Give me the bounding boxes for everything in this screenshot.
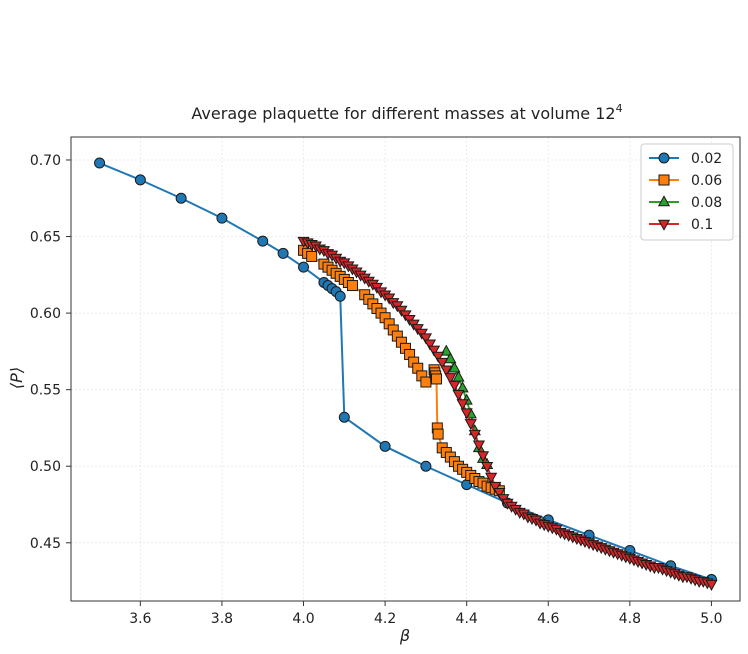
x-tick-label: 4.6 [537,611,559,627]
legend-label: 0.06 [691,173,722,189]
x-tick-label: 4.8 [619,611,641,627]
data-point-triangle-up [657,195,671,207]
grid-lines [71,137,740,601]
data-point-triangle-down [485,472,498,484]
legend-item: 0.02 [649,151,722,167]
chart-title-superscript: 4 [616,102,623,115]
y-axis-label: ⟨P⟩ [7,367,26,389]
legend-item: 0.06 [649,173,722,189]
legend: 0.02 0.06 0.08 0.1 [640,143,734,241]
data-point-circle [379,440,391,452]
legend-label: 0.02 [691,151,722,167]
legend-box [640,143,734,241]
x-tick-label: 5.0 [700,611,722,627]
series-line [99,162,712,581]
x-tick-label: 4.4 [456,611,478,627]
data-point-circle [216,212,228,224]
data-point-triangle-down [427,345,441,357]
chart-title: Average plaquette for different masses a… [191,102,622,123]
data-point-triangle-down [456,399,469,411]
data-point-square [431,373,443,385]
data-point-triangle-down [423,339,437,351]
y-tick-label: 0.70 [30,153,61,169]
legend-label: 0.1 [691,217,713,233]
x-tick-label: 4.2 [374,611,396,627]
y-tick-label: 0.55 [30,383,61,399]
data-point-circle [658,152,670,164]
data-point-circle [298,261,310,273]
data-point-triangle-down [452,390,465,402]
data-point-triangle-down [464,419,477,431]
x-tick-label: 3.8 [211,611,233,627]
y-tick-label: 0.50 [30,459,61,475]
data-point-triangle-down [448,380,461,392]
data-point-circle [338,411,350,423]
data-point-triangle-up [452,370,465,382]
chart-title-text: Average plaquette for different masses a… [191,104,615,123]
data-point-triangle-down [444,373,457,385]
data-point-triangle-down [493,488,506,500]
data-point-triangle-down [432,351,445,363]
data-point-square [346,280,358,292]
legend-item: 0.08 [649,195,722,211]
data-point-triangle-down [705,579,718,591]
data-point-triangle-down [476,451,490,463]
data-point-triangle-up [440,344,453,356]
data-point-triangle-down [657,219,671,231]
data-point-circle [334,290,346,302]
data-point-circle [277,247,289,259]
x-tick-label: 3.6 [129,611,151,627]
data-point-triangle-down [472,440,486,452]
data-point-circle [94,157,106,169]
data-point-circle [257,235,269,247]
data-point-triangle-down [440,365,453,377]
data-point-square [658,174,670,186]
legend-label: 0.08 [691,195,722,211]
series-0.1 [297,236,718,591]
data-point-triangle-down [419,333,432,345]
data-point-circle [420,460,432,472]
y-tick-label: 0.65 [30,230,61,246]
data-point-square [306,250,318,262]
legend-item: 0.1 [649,217,713,233]
data-point-triangle-down [468,429,481,441]
y-tick-label: 0.45 [30,536,61,552]
y-axis: 0.45 0.50 0.55 0.60 0.65 0.70 [30,153,71,552]
series-layer [94,157,718,591]
x-axis: 3.6 3.8 4.0 4.2 4.4 4.6 4.8 5.0 [129,601,723,627]
data-point-triangle-up [448,361,461,373]
data-point-square [432,428,444,440]
x-axis-label: β [399,626,410,645]
data-point-circle [175,192,187,204]
x-tick-label: 4.0 [292,611,314,627]
data-point-circle [134,174,146,186]
series-0.02 [94,157,717,586]
data-point-triangle-down [489,481,502,493]
data-point-triangle-down [460,408,473,420]
y-tick-label: 0.60 [30,306,61,322]
data-point-triangle-down [480,461,494,474]
data-point-square [420,376,432,388]
plot-frame [70,136,741,602]
data-point-triangle-down [436,357,449,369]
